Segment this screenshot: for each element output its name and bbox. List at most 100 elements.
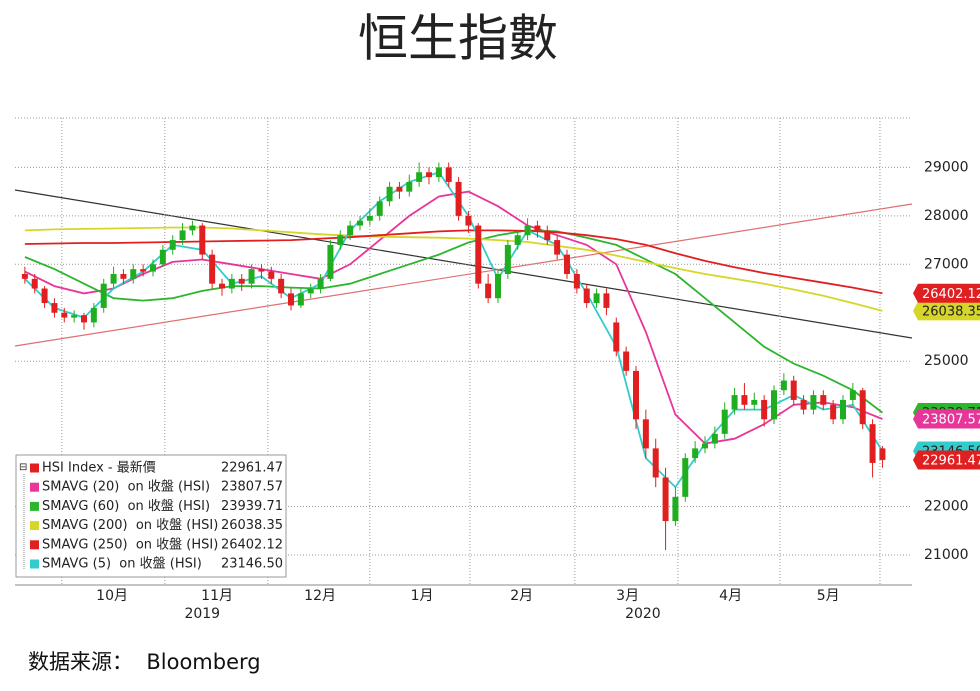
value-tag-label: 23807.57 bbox=[922, 412, 980, 427]
year-label: 2019 bbox=[184, 606, 220, 622]
candle-body bbox=[268, 271, 275, 279]
candle-body bbox=[416, 172, 423, 182]
plot: 23939.71 23146.50 26038.35 26402.12 23807.57… bbox=[15, 118, 980, 585]
legend-box bbox=[15, 454, 287, 578]
candle-body bbox=[169, 240, 176, 250]
candle-body bbox=[514, 235, 521, 245]
candle-body bbox=[564, 254, 570, 274]
candle-body bbox=[307, 288, 314, 294]
candle-body bbox=[662, 477, 669, 522]
y-tick-label: 27000 bbox=[924, 256, 969, 272]
y-tick-label: 22000 bbox=[924, 499, 969, 515]
candle-body bbox=[445, 167, 452, 182]
legend: ⊟ HSI Index - 最新價 22961.47 SMAVG (20) on 收盤… bbox=[15, 454, 287, 578]
x-tick-label: 4月 bbox=[719, 588, 742, 604]
legend-swatch bbox=[30, 482, 39, 492]
chart-title: 恒生指數 bbox=[358, 10, 558, 68]
candle-body bbox=[475, 225, 482, 284]
candle-body bbox=[189, 225, 196, 231]
candle-body bbox=[761, 399, 768, 420]
candle-body bbox=[238, 278, 245, 284]
legend-value: 23807.57 bbox=[221, 480, 283, 495]
x-tick-label: 5月 bbox=[817, 588, 840, 604]
candle-body bbox=[810, 395, 817, 410]
candle-body bbox=[90, 307, 97, 323]
candle-body bbox=[573, 273, 580, 289]
value-tag bbox=[913, 301, 980, 321]
value-tag-label: 22961.47 bbox=[922, 453, 980, 468]
value-tag-label: 26038.35 bbox=[922, 304, 980, 319]
candle-body bbox=[199, 225, 206, 255]
legend-value: 23146.50 bbox=[221, 557, 283, 572]
y-tick-label: 21000 bbox=[924, 547, 969, 563]
x-tick-label: 11月 bbox=[201, 588, 233, 604]
candle-body bbox=[751, 399, 758, 405]
ma-line bbox=[24, 229, 883, 414]
candle-body bbox=[81, 315, 87, 323]
candle-body bbox=[288, 293, 294, 306]
candle-body bbox=[31, 278, 38, 289]
candle-body bbox=[337, 235, 344, 245]
value-tag-label: 26402.12 bbox=[922, 287, 980, 302]
candle-body bbox=[51, 303, 58, 313]
legend-swatch bbox=[30, 521, 39, 531]
legend-toggle: ⊟ bbox=[19, 462, 27, 473]
candle-body bbox=[248, 269, 255, 284]
candle-body bbox=[613, 322, 620, 352]
legend-label: SMAVG (5) on 收盤 (HSI) bbox=[42, 557, 202, 572]
legend-value: 23939.71 bbox=[221, 499, 283, 514]
candle-body bbox=[357, 220, 363, 226]
candle-body bbox=[21, 273, 28, 279]
candle-body bbox=[485, 283, 492, 299]
candle-body bbox=[130, 269, 137, 279]
candle-body bbox=[593, 293, 600, 304]
candle-body bbox=[219, 283, 225, 289]
candle-body bbox=[524, 225, 531, 236]
candle-body bbox=[465, 215, 472, 226]
y-tick-label: 29000 bbox=[924, 159, 969, 175]
chart: 恒生指數 23939.71 23146.50 26038.35 26402.12 238… bbox=[14, 10, 980, 622]
legend-value: 26402.12 bbox=[221, 537, 283, 552]
candle-body bbox=[159, 249, 166, 265]
candle-body bbox=[790, 380, 797, 400]
candle-body bbox=[376, 201, 383, 216]
candle-body bbox=[544, 230, 551, 241]
x-tick-label: 1月 bbox=[411, 588, 434, 604]
candle-body bbox=[455, 181, 462, 216]
y-tick-label: 25000 bbox=[924, 353, 969, 369]
ma-line bbox=[24, 229, 883, 295]
candle-body bbox=[386, 186, 393, 202]
value-tag bbox=[913, 283, 980, 303]
candle-body bbox=[840, 399, 846, 420]
candle-body bbox=[71, 315, 78, 318]
candle-body bbox=[583, 288, 590, 304]
candle-body bbox=[771, 390, 777, 420]
legend-label: SMAVG (200) on 收盤 (HSI) bbox=[42, 518, 218, 533]
legend-swatch bbox=[30, 559, 39, 569]
x-tick-label: 3月 bbox=[616, 588, 639, 604]
x-tick-label: 12月 bbox=[304, 588, 336, 604]
candle-body bbox=[830, 404, 837, 420]
candle-body bbox=[495, 273, 501, 299]
legend-value: 26038.35 bbox=[221, 518, 283, 533]
candle-body bbox=[258, 269, 265, 272]
candle-body bbox=[623, 351, 630, 371]
candle-body bbox=[100, 283, 107, 308]
x-tick-label: 10月 bbox=[96, 588, 128, 604]
candle-body bbox=[120, 273, 127, 279]
candle-body bbox=[426, 172, 432, 178]
candle-body bbox=[209, 254, 216, 284]
candle-body bbox=[859, 390, 866, 425]
candle-body bbox=[652, 448, 659, 478]
candle-body bbox=[741, 395, 748, 405]
x-tick-label: 2月 bbox=[510, 588, 533, 604]
legend-label: SMAVG (60) on 收盤 (HSI) bbox=[42, 499, 210, 514]
source-note: 数据来源： Bloomberg bbox=[28, 650, 261, 674]
candle-body bbox=[820, 395, 827, 405]
candle-body bbox=[721, 409, 728, 434]
legend-label: SMAVG (20) on 收盤 (HSI) bbox=[42, 480, 210, 495]
value-tag bbox=[913, 409, 980, 429]
candle-body bbox=[406, 181, 413, 192]
candle-body bbox=[711, 433, 718, 444]
